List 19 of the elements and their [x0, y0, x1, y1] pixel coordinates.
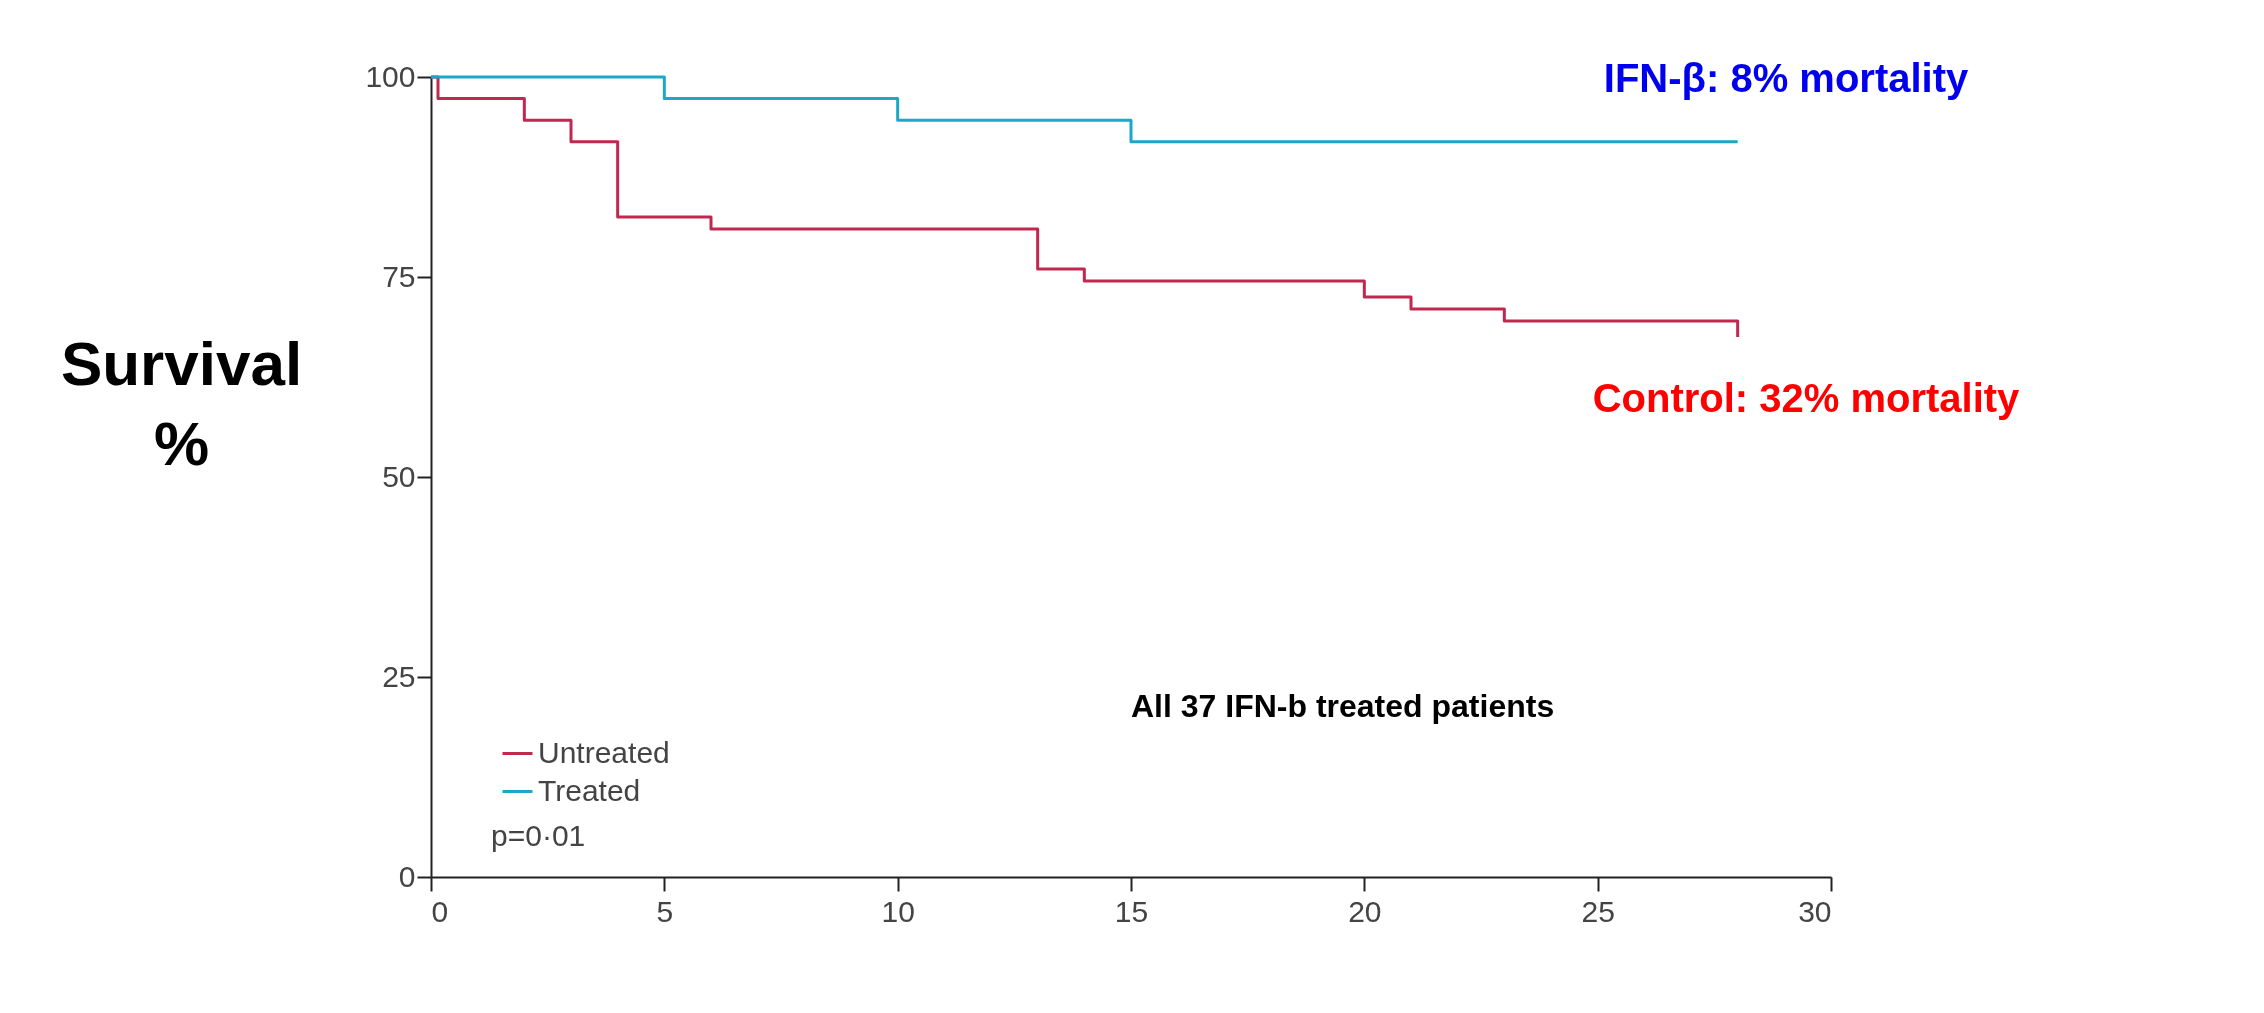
y-axis-title: Survival %	[60, 328, 303, 478]
annotation: p=0·01	[491, 819, 586, 852]
x-tick-label: 0	[431, 894, 449, 928]
y-tick-label: 0	[398, 859, 416, 893]
legend-label: Untreated	[538, 735, 670, 769]
x-tick-label: 10	[881, 894, 915, 928]
x-tick-label: 5	[656, 894, 674, 928]
legend-label: Treated	[538, 773, 641, 807]
x-tick-label: 15	[1114, 894, 1149, 928]
annotation: All 37 IFN-b treated patients	[1131, 688, 1555, 724]
y-tick-label: 50	[382, 459, 416, 493]
x-tick-label: 20	[1348, 894, 1382, 928]
x-tick-label: 25	[1581, 894, 1615, 928]
y-tick-label: 25	[382, 659, 416, 693]
y-tick-label: 75	[382, 259, 416, 293]
x-tick-label: 30	[1798, 894, 1832, 928]
y-tick-label: 100	[365, 59, 416, 93]
annotation: IFN-β: 8% mortality	[1603, 56, 1969, 100]
annotation: Control: 32% mortality	[1592, 376, 2021, 420]
